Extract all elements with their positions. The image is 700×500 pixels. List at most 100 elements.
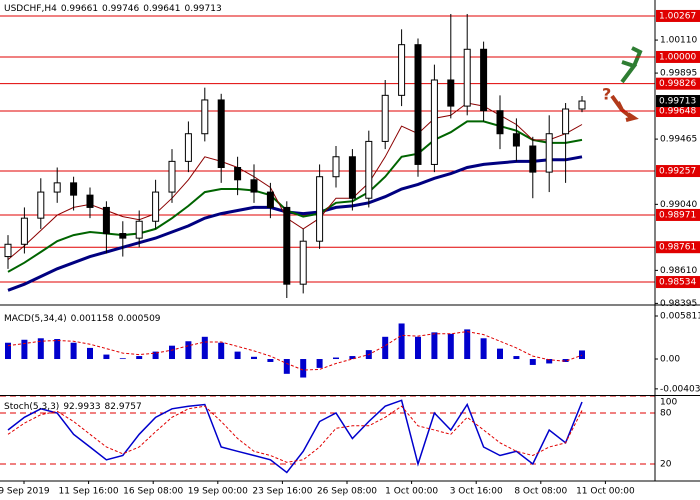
x-tick-label: 1 Oct 00:00 <box>385 487 438 497</box>
macd-bar <box>234 351 241 360</box>
title-part: 0.99746 <box>102 4 139 14</box>
level-label-box <box>656 9 700 22</box>
x-tick-label: 3 Oct 16:00 <box>450 487 503 497</box>
current-price: 0.99713 <box>659 97 696 107</box>
macd-bar <box>54 339 61 360</box>
x-tick-label: 11 Oct 00:00 <box>576 487 635 497</box>
macd-bar <box>103 354 110 360</box>
macd-bar <box>267 359 274 362</box>
candle-body <box>545 133 553 173</box>
y-tick-label: 0.99040 <box>660 200 697 210</box>
candle-body <box>37 191 45 219</box>
candle-body <box>4 243 12 258</box>
macd-bar <box>70 342 77 360</box>
y-tick-label: 0.005811 <box>660 311 700 321</box>
macd-bar <box>218 342 225 360</box>
title-part: 92.9933 <box>63 402 100 412</box>
y-tick-label: -0.004032 <box>660 384 700 394</box>
x-tick-label: 9 Sep 2019 <box>0 487 50 497</box>
macd-bar <box>283 359 290 374</box>
level-label: 1.00000 <box>659 52 696 62</box>
macd-bar <box>300 359 307 378</box>
macd-bar <box>136 356 143 360</box>
level-label: 0.98534 <box>659 278 696 288</box>
panel-title: MACD(5,34,4) 0.001158 0.000509 <box>4 314 161 324</box>
candle-body <box>217 99 225 169</box>
level-label-box <box>656 50 700 63</box>
level-label: 0.98971 <box>659 210 696 220</box>
y-tick-label: 0.98395 <box>660 299 697 309</box>
candle-body <box>283 206 291 285</box>
macd-bar <box>37 338 44 360</box>
macd-bar <box>398 323 405 360</box>
candle-body <box>414 44 422 165</box>
x-tick-label: 19 Sep 00:00 <box>188 487 248 497</box>
level-label: 1.00267 <box>659 11 696 21</box>
macd-bar <box>87 347 93 360</box>
y-tick-label: 100 <box>660 398 677 408</box>
macd-bar <box>119 358 126 360</box>
y-tick-label: 0.00 <box>660 355 680 365</box>
candle-body <box>102 206 110 235</box>
candle-body <box>381 94 389 142</box>
candle-body <box>135 220 143 239</box>
signal-line <box>7 331 583 371</box>
macd-bar <box>464 329 471 360</box>
title-part: 0.99641 <box>143 4 180 14</box>
macd-bar <box>513 356 520 360</box>
level-label-box <box>656 241 700 254</box>
level-label: 0.98761 <box>659 243 696 253</box>
title-part: 0.001158 <box>71 314 114 324</box>
y-tick-label: 0.99465 <box>660 135 697 145</box>
candle-body <box>86 194 94 208</box>
macd-bar <box>382 336 389 360</box>
level-label-box <box>656 208 700 221</box>
macd-bar <box>529 359 536 365</box>
x-tick-label: 26 Sep 08:00 <box>317 487 377 497</box>
candle-body <box>398 44 406 96</box>
candle-body <box>529 145 537 173</box>
macd-bar <box>152 351 159 360</box>
x-tick-label: 23 Sep 16:00 <box>252 487 312 497</box>
level-label-box <box>656 77 700 90</box>
candle-body <box>480 48 488 112</box>
candle-body <box>70 182 78 196</box>
level-label-box <box>656 105 700 118</box>
candle-body <box>299 240 307 285</box>
x-tick-label: 11 Sep 16:00 <box>59 487 119 497</box>
candle-body <box>365 140 373 199</box>
candle-body <box>119 233 127 239</box>
candle-body <box>332 156 340 178</box>
macd-bar <box>497 348 503 360</box>
candle-body <box>184 133 192 162</box>
macd-bar <box>201 336 208 360</box>
candle-body <box>20 217 28 245</box>
candle-body <box>348 156 356 199</box>
macd-bar <box>5 342 11 360</box>
candle-body <box>316 176 324 242</box>
macd-bar <box>562 359 569 362</box>
macd-bar <box>431 332 438 360</box>
level-label: 0.99648 <box>659 107 696 117</box>
candle-body <box>266 191 274 208</box>
panel-title: Stoch(5,3,3) 92.9933 82.9757 <box>4 402 142 412</box>
y-tick-label: 0.99895 <box>660 69 697 79</box>
title-part: Stoch(5,3,3) <box>4 402 59 412</box>
macd-bar <box>169 345 175 360</box>
up-arrow <box>620 46 643 84</box>
candle-body <box>496 110 504 135</box>
macd-bar <box>251 356 257 360</box>
macd-bar <box>349 356 356 360</box>
candle-body <box>250 179 258 193</box>
y-tick-label: 1.00110 <box>660 36 697 46</box>
macd-bar <box>546 359 553 364</box>
macd-bar <box>185 341 192 360</box>
candle-body <box>430 79 438 165</box>
level-label: 0.99826 <box>659 79 696 89</box>
title-part: 0.99713 <box>184 4 221 14</box>
stoch-line <box>7 405 583 463</box>
title-part: 0.000509 <box>118 314 161 324</box>
macd-bar <box>447 333 454 360</box>
